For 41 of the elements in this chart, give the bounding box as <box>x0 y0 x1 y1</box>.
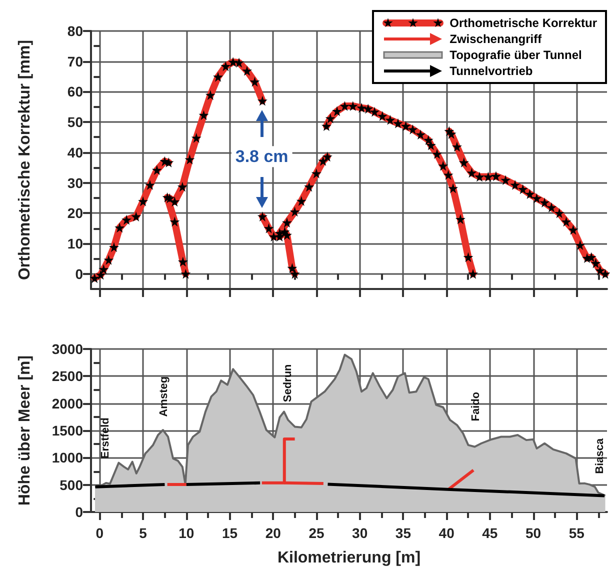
y-tick-label: 2000 <box>52 395 84 412</box>
y-tick-label: 1500 <box>52 422 84 438</box>
y-tick-label: 1000 <box>52 450 84 466</box>
y-tick-label: 0 <box>75 266 84 282</box>
y-tick-label: 80 <box>67 23 84 39</box>
x-tick-label: 30 <box>352 525 368 541</box>
annotation: 3.8 cm <box>235 147 288 166</box>
y-tick-label: 20 <box>67 205 84 222</box>
text: Topografie über Tunnel <box>450 48 582 62</box>
y-tick-label: 2500 <box>52 368 84 384</box>
x-tick-label: 55 <box>568 525 585 541</box>
x-tick-label: 20 <box>265 525 282 541</box>
y-tick-label: 30 <box>67 174 84 191</box>
x-tick-label: 5 <box>139 525 148 541</box>
x-tick-label: 10 <box>178 525 194 541</box>
legend-label: Orthometrische Korrektur <box>450 16 597 30</box>
y-tick-label: 50 <box>67 114 84 130</box>
text: Tunnelvortrieb <box>450 64 533 78</box>
annotation: Biasca <box>594 437 606 474</box>
y-tick-label: 60 <box>67 84 84 100</box>
annotation: Amsteg <box>158 376 170 417</box>
y-tick-label: 70 <box>67 53 84 70</box>
y-tick-label: 500 <box>60 476 84 493</box>
text: Zwischenangriff <box>450 32 542 46</box>
x-tick-label: 50 <box>525 525 542 541</box>
y-axis-title: Höhe über Meer [m] <box>16 355 34 506</box>
y-axis-title: Orthometrische Korrektur [mm] <box>16 40 34 280</box>
x-tick-label: 45 <box>482 525 498 541</box>
y-tick-label: 3000 <box>52 341 84 357</box>
annotation: Sedrun <box>282 364 294 402</box>
x-tick-label: 15 <box>222 525 238 541</box>
x-tick-label: 35 <box>395 525 412 541</box>
x-tick-label: 0 <box>96 525 104 541</box>
y-tick-label: 0 <box>75 504 84 520</box>
x-tick-label: 25 <box>308 525 324 541</box>
y-tick-label: 40 <box>67 144 84 160</box>
x-tick-label: 40 <box>438 525 455 541</box>
y-tick-label: 10 <box>67 235 84 252</box>
annotation: Faido <box>470 392 482 422</box>
x-axis-title: Kilometrierung [m] <box>277 550 421 566</box>
annotation: Erstfeld <box>100 418 112 459</box>
